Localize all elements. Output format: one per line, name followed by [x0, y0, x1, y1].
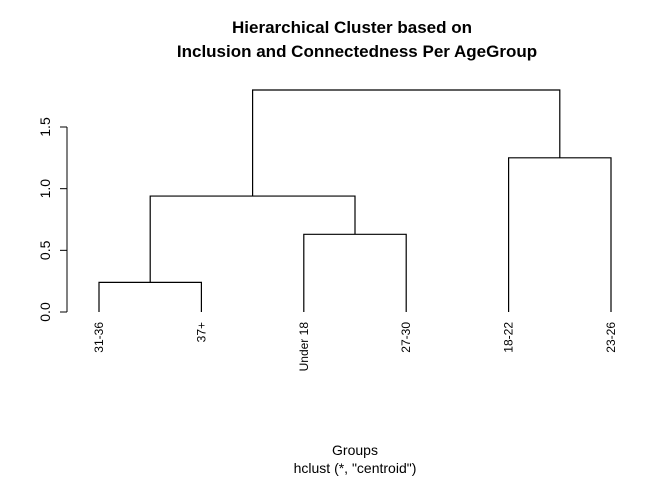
leaf-label: 23-26 [604, 322, 618, 353]
dendrogram-branch [303, 233, 407, 312]
dendrogram-branch [508, 157, 612, 312]
leaf-label: 18-22 [502, 322, 516, 353]
y-axis: 0.0 0.5 1.0 1.5 [37, 117, 68, 322]
dendrogram-branches [98, 89, 612, 312]
x-axis-label: Groups [332, 442, 378, 458]
y-tick-label: 0.0 [37, 302, 53, 322]
y-tick-label: 1.0 [37, 179, 53, 199]
y-tick-label: 1.5 [37, 117, 53, 137]
dendrogram-branch [98, 281, 202, 312]
method-label: hclust (*, "centroid") [294, 460, 417, 476]
chart-title-line1: Hierarchical Cluster based on [232, 18, 472, 37]
leaf-label: 31-36 [92, 322, 106, 353]
chart-title-line2: Inclusion and Connectedness Per AgeGroup [177, 42, 537, 61]
leaf-label: 37+ [194, 322, 208, 342]
dendrogram-branch [252, 89, 561, 197]
leaf-labels: 31-36 37+ Under 18 27-30 18-22 23-26 [92, 322, 618, 372]
dendrogram-branch [149, 195, 356, 283]
leaf-label: Under 18 [297, 322, 311, 372]
y-tick-label: 0.5 [37, 240, 53, 260]
leaf-label: 27-30 [399, 322, 413, 353]
